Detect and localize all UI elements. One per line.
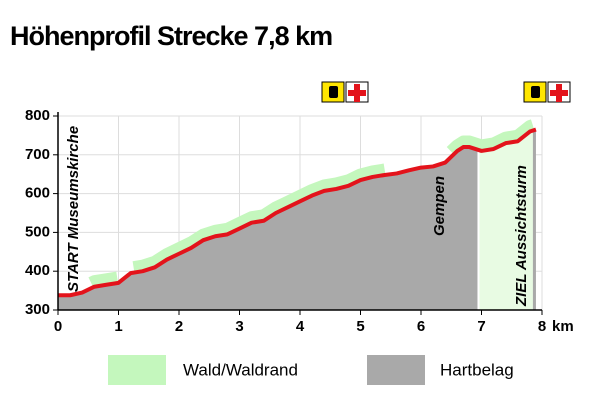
area — [58, 129, 536, 310]
line — [58, 127, 537, 298]
icon-rest-2 — [523, 81, 571, 103]
y-tick-label: 300 — [25, 301, 50, 318]
x-tick-label: 3 — [235, 318, 243, 335]
y-tick-label: 500 — [25, 223, 50, 240]
legend-label: Wald/Waldrand — [183, 360, 298, 379]
x-tick-label: 6 — [417, 318, 425, 335]
y-tick-label: 600 — [25, 185, 50, 202]
x-unit: km — [552, 318, 574, 335]
x-tick-label: 2 — [175, 318, 183, 335]
y-tick-label: 400 — [25, 262, 50, 279]
legend-swatch — [367, 355, 425, 385]
legend-swatch — [108, 355, 166, 385]
x-tick-label: 7 — [477, 318, 485, 335]
x-tick-label: 5 — [356, 318, 364, 335]
goal-zone — [478, 130, 533, 310]
x-tick-label: 1 — [114, 318, 122, 335]
forest-band — [446, 119, 537, 157]
icon-rest-1 — [321, 81, 369, 103]
x-tick-label: 8 — [538, 318, 546, 335]
y-tick-label: 800 — [25, 107, 50, 124]
x-tick-label: 0 — [54, 318, 62, 335]
chart-title: Höhenprofil Strecke 7,8 km — [10, 21, 332, 51]
annotation: ZIEL Aussichtsturm — [513, 165, 530, 307]
legend-label: Hartbelag — [440, 360, 514, 379]
x-tick-label: 4 — [296, 318, 305, 335]
forest-band — [132, 163, 386, 275]
annotation: Gempen — [431, 176, 448, 236]
y-tick-label: 700 — [25, 146, 50, 163]
forest-band — [87, 271, 119, 290]
annotation: START Museumskirche — [65, 126, 82, 292]
